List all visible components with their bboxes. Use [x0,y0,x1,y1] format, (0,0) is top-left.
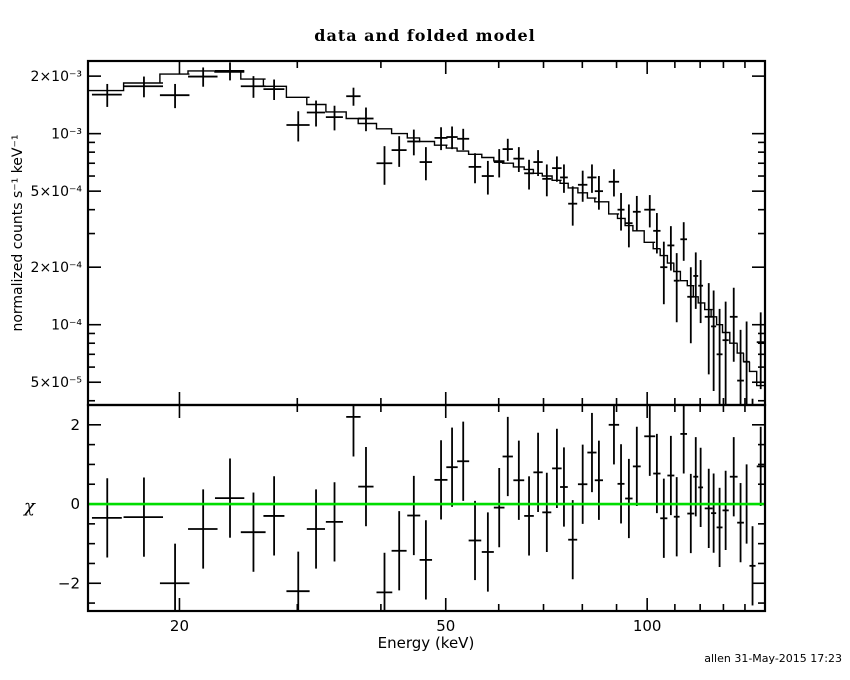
x-tick-label: 100 [633,617,662,635]
y-tick-label-spectrum: 10⁻³ [51,127,82,143]
tick-labels: 20 50 1002×10⁻³10⁻³5×10⁻⁴2×10⁻⁴10⁻⁴5×10⁻⁵2… [31,69,662,635]
y-tick-label-spectrum: 5×10⁻⁴ [31,184,83,200]
y-tick-label-chi: 0 [70,495,80,513]
panel-frames [86,59,767,613]
y-tick-label-spectrum: 2×10⁻⁴ [31,260,83,276]
x-tick-label: 20 [170,617,189,635]
y-tick-label-spectrum: 10⁻⁴ [51,318,82,334]
spectrum-panel-frame [86,59,767,407]
residual-points [91,405,765,611]
plot-title: data and folded model [314,26,536,45]
data-points [91,62,765,405]
y-axis-label-spectrum: normalized counts s⁻¹ keV⁻¹ [10,134,26,332]
y-tick-label-chi: 2 [70,416,80,434]
y-tick-label-spectrum: 2×10⁻³ [31,69,82,85]
chi-panel-frame [86,403,767,613]
y-tick-label-chi: −2 [58,574,80,592]
axis-ticks [88,61,765,611]
timestamp: allen 31-May-2015 17:23 [704,652,842,665]
model-step-line [88,70,765,387]
y-tick-label-spectrum: 5×10⁻⁵ [31,375,82,391]
x-axis-label: Energy (keV) [377,634,475,652]
y-axis-label-chi: χ [24,496,35,517]
x-tick-label: 50 [436,617,455,635]
